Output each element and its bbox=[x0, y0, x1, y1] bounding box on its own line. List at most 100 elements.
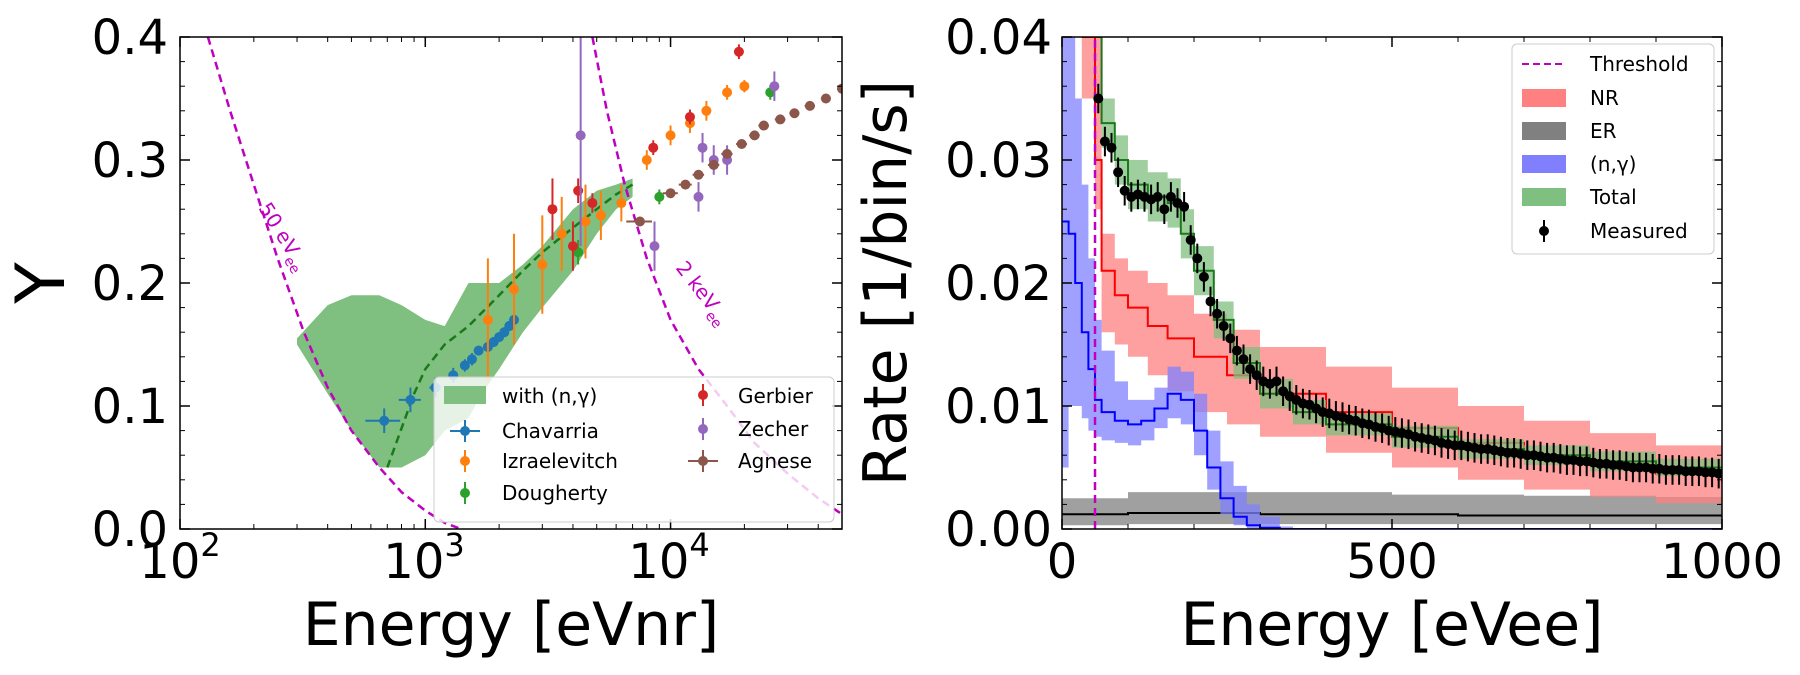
marker bbox=[722, 87, 733, 98]
marker bbox=[1251, 370, 1262, 381]
left-xtick-label: 103 bbox=[383, 526, 464, 590]
marker bbox=[1106, 142, 1117, 153]
marker bbox=[749, 130, 760, 141]
data-point-agnese bbox=[692, 169, 705, 180]
marker bbox=[693, 169, 704, 180]
measured-point bbox=[1238, 344, 1249, 375]
marker bbox=[739, 81, 750, 92]
marker bbox=[1099, 136, 1110, 147]
data-point-agnese bbox=[662, 188, 678, 199]
left-ytick-label: 0.2 bbox=[92, 256, 168, 312]
marker bbox=[708, 159, 719, 170]
data-point-zecher bbox=[575, 37, 586, 247]
marker bbox=[736, 139, 747, 150]
marker bbox=[665, 130, 676, 141]
legend-label: Dougherty bbox=[502, 481, 608, 505]
marker bbox=[758, 120, 769, 131]
left-panel: 102 103 104 0.0 0.1 0.2 0.3 0.4 Energy [… bbox=[2, 10, 843, 660]
data-point-izraelevitch bbox=[616, 184, 627, 222]
marker bbox=[684, 111, 695, 122]
measured-point bbox=[1218, 311, 1229, 341]
marker bbox=[1113, 167, 1124, 178]
data-point-gerbier bbox=[648, 140, 659, 156]
marker bbox=[1165, 191, 1176, 202]
data-point-izraelevitch bbox=[641, 150, 652, 170]
marker bbox=[405, 394, 416, 405]
rate-line-er bbox=[1062, 512, 1722, 517]
measured-point bbox=[1245, 354, 1256, 384]
data-point-agnese bbox=[804, 100, 815, 111]
marker bbox=[556, 228, 567, 239]
marker bbox=[567, 241, 578, 252]
measured-point bbox=[1099, 126, 1110, 157]
marker bbox=[1218, 321, 1229, 332]
data-point-gerbier bbox=[567, 221, 578, 271]
left-legend: with (n,γ) Chavarria Izraelevitch Doughe… bbox=[433, 376, 835, 523]
right-xtick-label: 0 bbox=[1047, 534, 1078, 590]
data-point-zecher bbox=[649, 221, 660, 271]
left-xtick-label: 104 bbox=[628, 526, 709, 590]
right-xtick-label: 500 bbox=[1346, 534, 1438, 590]
marker bbox=[1205, 296, 1216, 307]
marker bbox=[648, 142, 659, 153]
measured-point bbox=[1212, 298, 1223, 329]
right-xtick-label: 1000 bbox=[1661, 534, 1783, 590]
marker bbox=[1152, 191, 1163, 202]
data-point-agnese bbox=[707, 159, 720, 170]
legend-marker-chavarria bbox=[450, 420, 480, 442]
data-point-agnese bbox=[820, 93, 831, 104]
data-point-izraelevitch bbox=[537, 215, 548, 314]
right-plot-area bbox=[1062, 37, 1722, 529]
data-point-izraelevitch bbox=[665, 125, 676, 146]
legend-marker-zecher bbox=[698, 418, 708, 440]
legend-swatch-total bbox=[1522, 188, 1566, 206]
legend-label: Gerbier bbox=[738, 384, 814, 408]
measured-point bbox=[1152, 182, 1163, 212]
left-y-axis-title: Y bbox=[2, 262, 81, 305]
marker bbox=[547, 204, 558, 215]
yield-band bbox=[297, 178, 633, 468]
marker bbox=[693, 191, 704, 202]
data-point-chavarria bbox=[365, 408, 401, 434]
marker bbox=[595, 210, 606, 221]
measured-point bbox=[1192, 243, 1203, 274]
rate-line-n bbox=[1062, 220, 1722, 529]
marker bbox=[1212, 308, 1223, 319]
data-point-chavarria bbox=[466, 353, 477, 366]
right-ytick-label: 0.02 bbox=[945, 256, 1052, 312]
data-point-gerbier bbox=[587, 193, 598, 213]
marker bbox=[482, 314, 493, 325]
marker bbox=[665, 188, 676, 199]
marker bbox=[1245, 364, 1256, 375]
measured-point bbox=[1159, 194, 1170, 224]
data-point-gerbier bbox=[684, 109, 695, 125]
marker bbox=[701, 105, 712, 116]
data-point-agnese bbox=[736, 139, 748, 150]
data-point-agnese bbox=[626, 216, 652, 227]
data-point-agnese bbox=[789, 108, 800, 119]
left-ticks bbox=[179, 36, 843, 530]
marker bbox=[697, 142, 708, 153]
marker bbox=[722, 148, 733, 159]
measured-point bbox=[1271, 366, 1282, 397]
marker bbox=[1271, 376, 1282, 387]
legend-label: Threshold bbox=[1589, 52, 1689, 76]
left-ytick-label: 0.1 bbox=[92, 379, 168, 435]
marker bbox=[379, 415, 390, 426]
marker bbox=[1231, 345, 1242, 356]
data-point-chavarria bbox=[459, 359, 470, 372]
right-ytick-label: 0.04 bbox=[945, 10, 1052, 66]
marker bbox=[537, 259, 548, 270]
right-ytick-label: 0.03 bbox=[945, 133, 1052, 189]
legend-marker-measured bbox=[1539, 220, 1549, 242]
marker bbox=[473, 345, 484, 356]
right-ticks bbox=[1061, 36, 1723, 530]
marker bbox=[1713, 468, 1722, 479]
marker bbox=[1198, 271, 1209, 282]
marker bbox=[1185, 234, 1196, 245]
marker bbox=[789, 108, 800, 119]
measured-point bbox=[1179, 191, 1190, 222]
right-y-axis-title: Rate [1/bin/s] bbox=[851, 80, 921, 486]
data-point-izraelevitch bbox=[556, 196, 567, 271]
